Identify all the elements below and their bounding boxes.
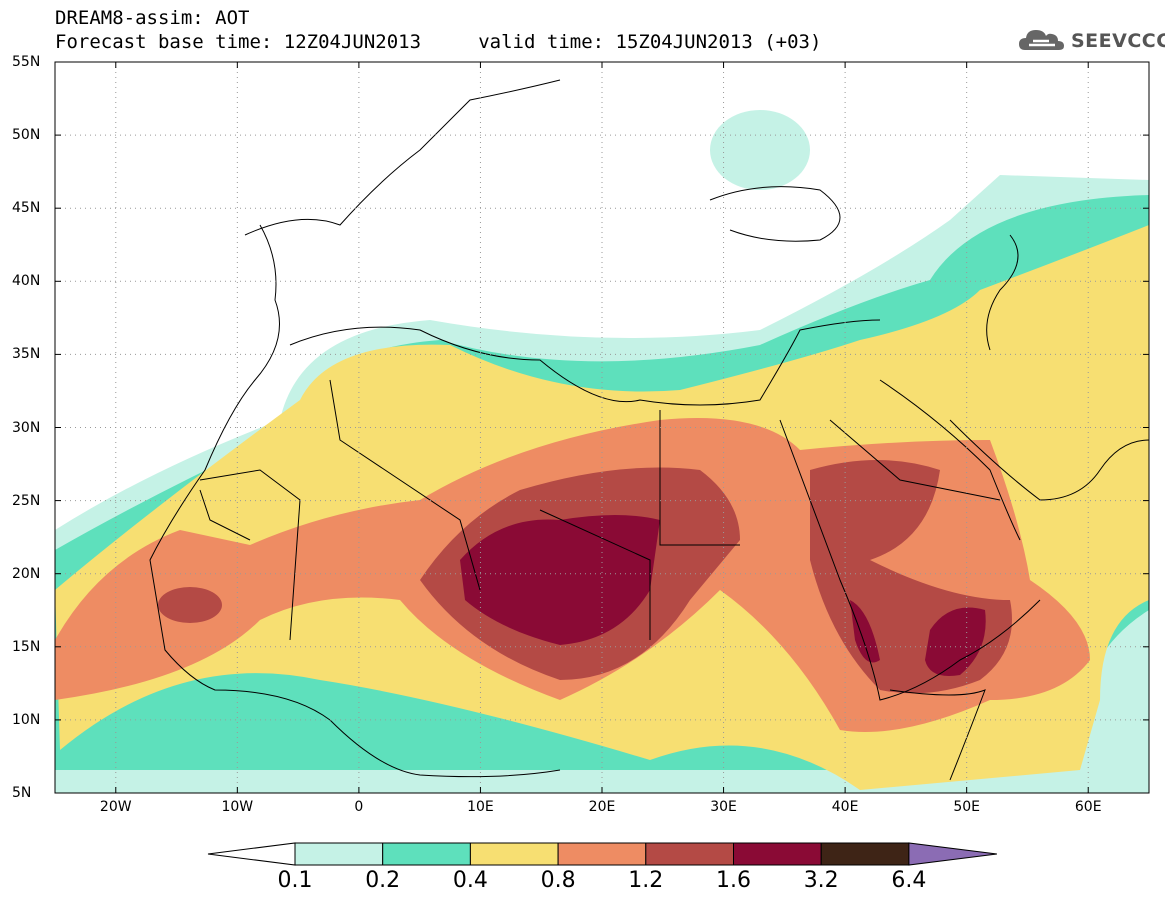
lon-tick-label: 20E [588,799,616,815]
aot-1.6-contour-oman [925,607,986,676]
lat-tick-label: 55N [12,54,41,70]
coastlines [149,79,1149,781]
lat-tick-label: 35N [12,346,41,363]
lat-tick-label: 25N [12,492,41,509]
lat-tick-label: 10N [12,711,41,728]
lat-tick-label: 45N [12,200,41,217]
aot-1.2-contour-senegal [158,587,222,623]
lat-tick-label: 5N [12,785,32,801]
coastline-horn [889,689,986,781]
lon-tick-label: 0 [354,799,364,815]
coastline-arabia-east [879,379,1021,541]
lon-tick-label: 30E [710,799,737,815]
lon-tick-label: 40E [831,799,859,815]
colorbar-level-label: 0.1 [277,868,313,893]
coastline-africa-west [149,224,561,778]
colorbar-over-arrow [908,842,997,866]
border-mauritania [199,489,251,541]
border-north-africa [329,379,481,591]
colorbar-level-label: 1.2 [628,868,664,893]
colorbar-box [469,842,559,866]
colorbar-level-label: 3.2 [803,868,839,893]
aot-0.1-contour-ukraine [710,110,810,190]
border-chad [539,509,651,640]
lat-tick-label: 30N [12,419,41,436]
coastline-caspian [986,234,1019,351]
lat-tick-label: 15N [12,638,41,655]
colorbar-box [645,842,734,866]
lat-tick-label: 20N [12,565,41,582]
colorbar-box [294,842,384,866]
coastline-persian-gulf [949,419,1149,501]
axis-ticks [55,61,1149,794]
colorbar-box [733,842,822,866]
lon-tick-label: 10E [467,799,494,815]
colorbar-box [820,842,910,866]
cloud-icon [1019,30,1064,50]
aot-1.6-contour-yemen [850,600,880,663]
colorbar-level-label: 6.4 [891,868,927,893]
colorbar [207,842,997,866]
lat-tick-label: 40N [12,273,41,290]
border-sahel [199,469,301,641]
colorbar-level-label: 0.2 [365,868,401,893]
lon-tick-label: 60E [1074,799,1102,815]
forecast-time-subtitle: Forecast base time: 12Z04JUN2013 valid t… [55,31,822,53]
colorbar-level-label: 0.4 [452,868,488,893]
aot-1.6-contour [460,515,660,645]
colorbar-box [557,842,647,866]
lon-tick-label: 20W [99,799,132,815]
colorbar-level-label: 0.8 [540,868,576,893]
colorbar-under-arrow [207,842,296,866]
colorbar-box [382,842,471,866]
logo-text: SEEVCCC [1071,30,1165,52]
border-saudi [829,419,1001,501]
colorbar-level-label: 1.6 [716,868,751,893]
coastline-mediterranean [289,319,881,406]
chart-title: DREAM8-assim: AOT [55,7,250,29]
border-libya-egypt [659,410,740,546]
coastline-red-sea [779,419,1041,701]
coastline-europe [244,79,561,236]
lat-tick-label: 50N [12,127,41,144]
coastline-black-sea [709,186,841,242]
graticule [55,62,1149,793]
lon-tick-label: 50E [953,799,980,815]
seevccc-logo: SEEVCCC [1017,26,1165,56]
lon-tick-label: 10W [221,799,254,815]
